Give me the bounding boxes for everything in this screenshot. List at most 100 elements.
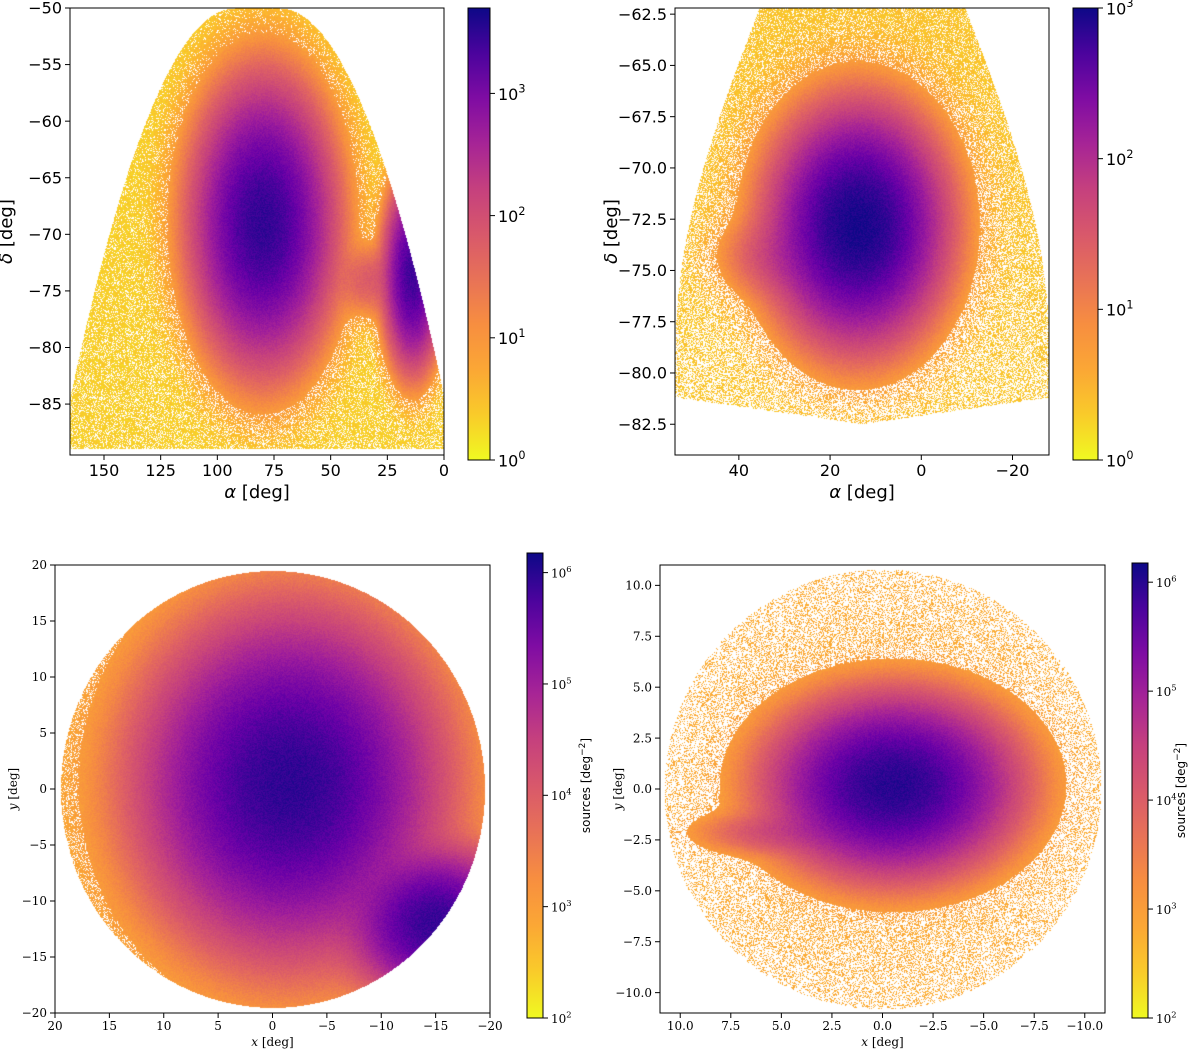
y-axis-label: y [deg] [6, 768, 20, 811]
x-tick-label: 5.0 [772, 1019, 791, 1033]
colorbar-label: sources [deg−2] [1173, 743, 1188, 838]
colorbar-tick-label: 102 [551, 1009, 572, 1025]
x-axis-label: x [deg] [251, 1035, 293, 1049]
y-axis-label: y [deg] [611, 768, 625, 811]
x-axis-label: x [deg] [861, 1035, 903, 1049]
x-tick-label: 5 [214, 1019, 222, 1033]
y-axis-label: δ [deg] [0, 199, 17, 264]
y-tick-label: −75 [28, 282, 62, 301]
x-tick-label: −20 [477, 1019, 502, 1033]
y-tick-label: −80.0 [618, 364, 667, 383]
y-tick-label: −2.5 [623, 833, 652, 847]
colorbar-tick-label: 106 [1156, 574, 1177, 590]
y-tick-label: 5.0 [633, 680, 652, 694]
y-tick-label: −7.5 [623, 935, 652, 949]
x-tick-label: −20 [996, 461, 1030, 480]
colorbar-tick-label: 100 [1106, 449, 1133, 470]
colorbar-gradient [467, 7, 491, 461]
y-tick-label: −67.5 [618, 107, 667, 126]
x-axis-label: α [deg] [224, 482, 290, 503]
x-tick-label: 150 [89, 461, 120, 480]
y-tick-label: −75.0 [618, 261, 667, 280]
y-tick-label: −5.0 [623, 884, 652, 898]
x-tick-label: 40 [729, 461, 749, 480]
colorbar-gradient [1072, 7, 1099, 461]
colorbar-tick-label: 103 [1156, 900, 1177, 916]
y-tick-label: 2.5 [633, 731, 652, 745]
colorbar: 102 103 104 105 106 sources [deg−2] [526, 552, 593, 1026]
plot-frame [674, 7, 1050, 456]
x-axis-label: α [deg] [829, 482, 895, 503]
colorbar-tick-label: 102 [498, 205, 525, 226]
y-tick-label: 0.0 [633, 782, 652, 796]
colorbar-tick-label: 104 [1156, 791, 1177, 807]
colorbar: 102 103 104 105 106 sources [deg−2] [1131, 562, 1188, 1026]
colorbar-tick-label: 102 [1106, 148, 1133, 169]
y-tick-label: −10 [22, 894, 47, 908]
panel-bottom-right: 10.0 7.5 5.0 2.5 0.0 −2.5 −5.0 −7.5 −10.0 −10.0 −7… [611, 562, 1188, 1049]
colorbar-tick-label: 102 [1156, 1009, 1177, 1025]
colorbar-tick-label: 101 [498, 327, 525, 348]
x-tick-label: −5 [318, 1019, 336, 1033]
y-tick-label: 0 [39, 782, 47, 796]
colorbar: 100 101 102 103 [467, 7, 525, 470]
plot-frame [69, 7, 445, 456]
y-axis-label: δ [deg] [601, 199, 622, 264]
x-tick-label: −2.5 [918, 1019, 947, 1033]
x-tick-label: −5.0 [969, 1019, 998, 1033]
x-tick-label: 125 [145, 461, 176, 480]
y-tick-label: −62.5 [618, 5, 667, 24]
y-tick-label: −55 [28, 55, 62, 74]
x-tick-label: 0.0 [873, 1019, 892, 1033]
colorbar-tick-label: 106 [551, 564, 572, 580]
density-map [55, 565, 490, 1013]
x-tick-label: 15 [102, 1019, 117, 1033]
x-tick-label: −15 [423, 1019, 448, 1033]
colorbar-tick-label: 103 [1106, 0, 1133, 18]
colorbar-tick-label: 105 [551, 675, 572, 691]
density-map [70, 8, 444, 455]
panel-bottom-left: 20 15 10 5 0 −5 −10 −15 −20−20−15−10−505101520x … [6, 552, 593, 1049]
colorbar-tick-label: 100 [498, 449, 525, 470]
x-tick-label: −10.0 [1066, 1019, 1103, 1033]
x-tick-label: 10.0 [667, 1019, 694, 1033]
y-tick-label: −60 [28, 112, 62, 131]
panel-top-left: 150 125 100 75 50 25 0 −85 −80 −75 −70 −65 −60 −55 −50… [0, 0, 525, 503]
y-tick-label: −77.5 [618, 312, 667, 331]
x-tick-label: 2.5 [822, 1019, 841, 1033]
panel-top-right: 40 20 0 −20 −82.5 −80.0 −77.5 −75.0 −72.5 −70.0 −6… [601, 0, 1133, 503]
x-tick-label: −7.5 [1020, 1019, 1049, 1033]
x-tick-label: 20 [820, 461, 840, 480]
y-tick-label: −50 [28, 0, 62, 18]
x-tick-label: 50 [320, 461, 340, 480]
colorbar-tick-label: 101 [1106, 299, 1133, 320]
y-tick-label: 10 [32, 670, 47, 684]
y-tick-label: −15 [22, 950, 47, 964]
y-tick-label: 20 [32, 558, 47, 572]
y-tick-label: 10.0 [625, 579, 652, 593]
x-tick-label: 25 [377, 461, 397, 480]
density-map [675, 8, 1049, 455]
colorbar-gradient [526, 552, 544, 1019]
colorbar-tick-label: 103 [498, 83, 525, 104]
x-tick-label: 0 [916, 461, 926, 480]
colorbar-label: sources [deg−2] [578, 738, 593, 833]
x-tick-label: 7.5 [721, 1019, 740, 1033]
density-map [660, 565, 1105, 1013]
y-tick-label: −82.5 [618, 415, 667, 434]
y-tick-label: −70.0 [618, 159, 667, 178]
x-tick-label: 0 [269, 1019, 277, 1033]
x-tick-label: 10 [156, 1019, 171, 1033]
y-tick-label: −70 [28, 225, 62, 244]
y-tick-label: −80 [28, 338, 62, 357]
colorbar-tick-label: 104 [551, 787, 572, 803]
x-tick-label: 75 [264, 461, 284, 480]
y-tick-label: −20 [22, 1006, 47, 1020]
y-tick-label: −85 [28, 395, 62, 414]
y-tick-label: −65.0 [618, 56, 667, 75]
x-tick-label: −10 [369, 1019, 394, 1033]
x-tick-label: 0 [439, 461, 449, 480]
x-tick-label: 20 [47, 1019, 62, 1033]
colorbar-tick-label: 105 [1156, 683, 1177, 699]
